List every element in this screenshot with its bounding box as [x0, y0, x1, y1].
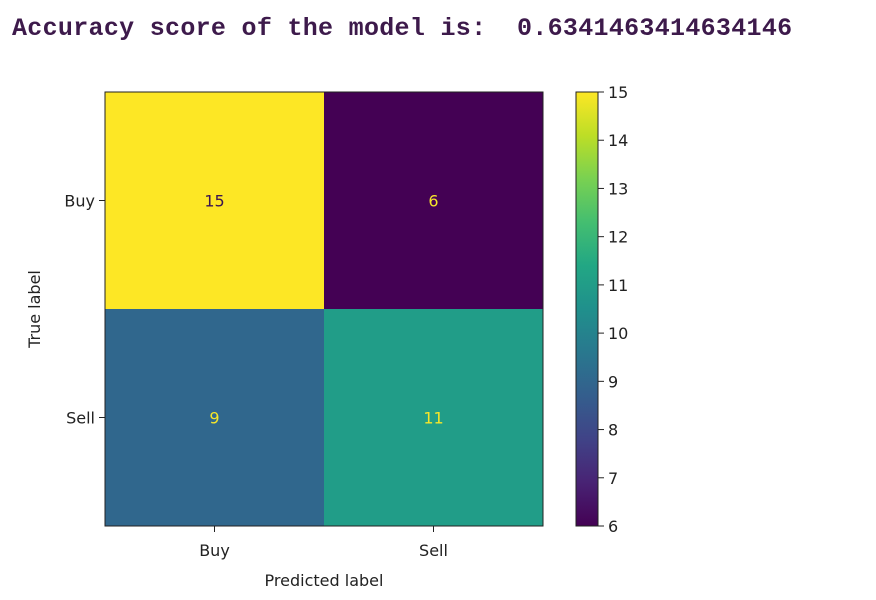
colorbar-tick-label: 6	[608, 517, 618, 536]
colorbar-tick-label: 13	[608, 179, 628, 198]
cell-value-label: 15	[204, 192, 224, 211]
cell-value-label: 6	[428, 192, 438, 211]
matrix-cell-1-1	[324, 309, 543, 526]
x-tick-label: Buy	[199, 541, 230, 560]
colorbar-tick-label: 11	[608, 276, 628, 295]
y-axis-label: True label	[25, 270, 44, 349]
matrix-cell-0-1	[324, 92, 543, 309]
y-tick-label: Sell	[66, 409, 95, 428]
plot-frame	[104, 91, 544, 527]
colorbar-tick-label: 12	[608, 228, 628, 247]
matrix-cell-0-0	[105, 92, 324, 309]
accuracy-label: Accuracy score of the model is:	[12, 14, 487, 43]
colorbar-tick-label: 9	[608, 372, 618, 391]
accuracy-output: Accuracy score of the model is: 0.634146…	[12, 14, 792, 43]
cell-value-label: 11	[423, 409, 443, 428]
x-axis-label: Predicted label	[265, 571, 384, 590]
accuracy-value: 0.6341463414634146	[517, 14, 793, 43]
colorbar-tick-label: 14	[608, 131, 628, 150]
cell-value-label: 9	[209, 409, 219, 428]
colorbar	[575, 91, 599, 527]
colorbar-tick-label: 15	[608, 83, 628, 102]
colorbar-tick-label: 7	[608, 469, 618, 488]
matrix-cell-1-0	[105, 309, 324, 526]
x-tick-label: Sell	[419, 541, 448, 560]
colorbar-tick-label: 10	[608, 324, 628, 343]
colorbar-tick-label: 8	[608, 421, 618, 440]
y-tick-label: Buy	[64, 192, 95, 211]
